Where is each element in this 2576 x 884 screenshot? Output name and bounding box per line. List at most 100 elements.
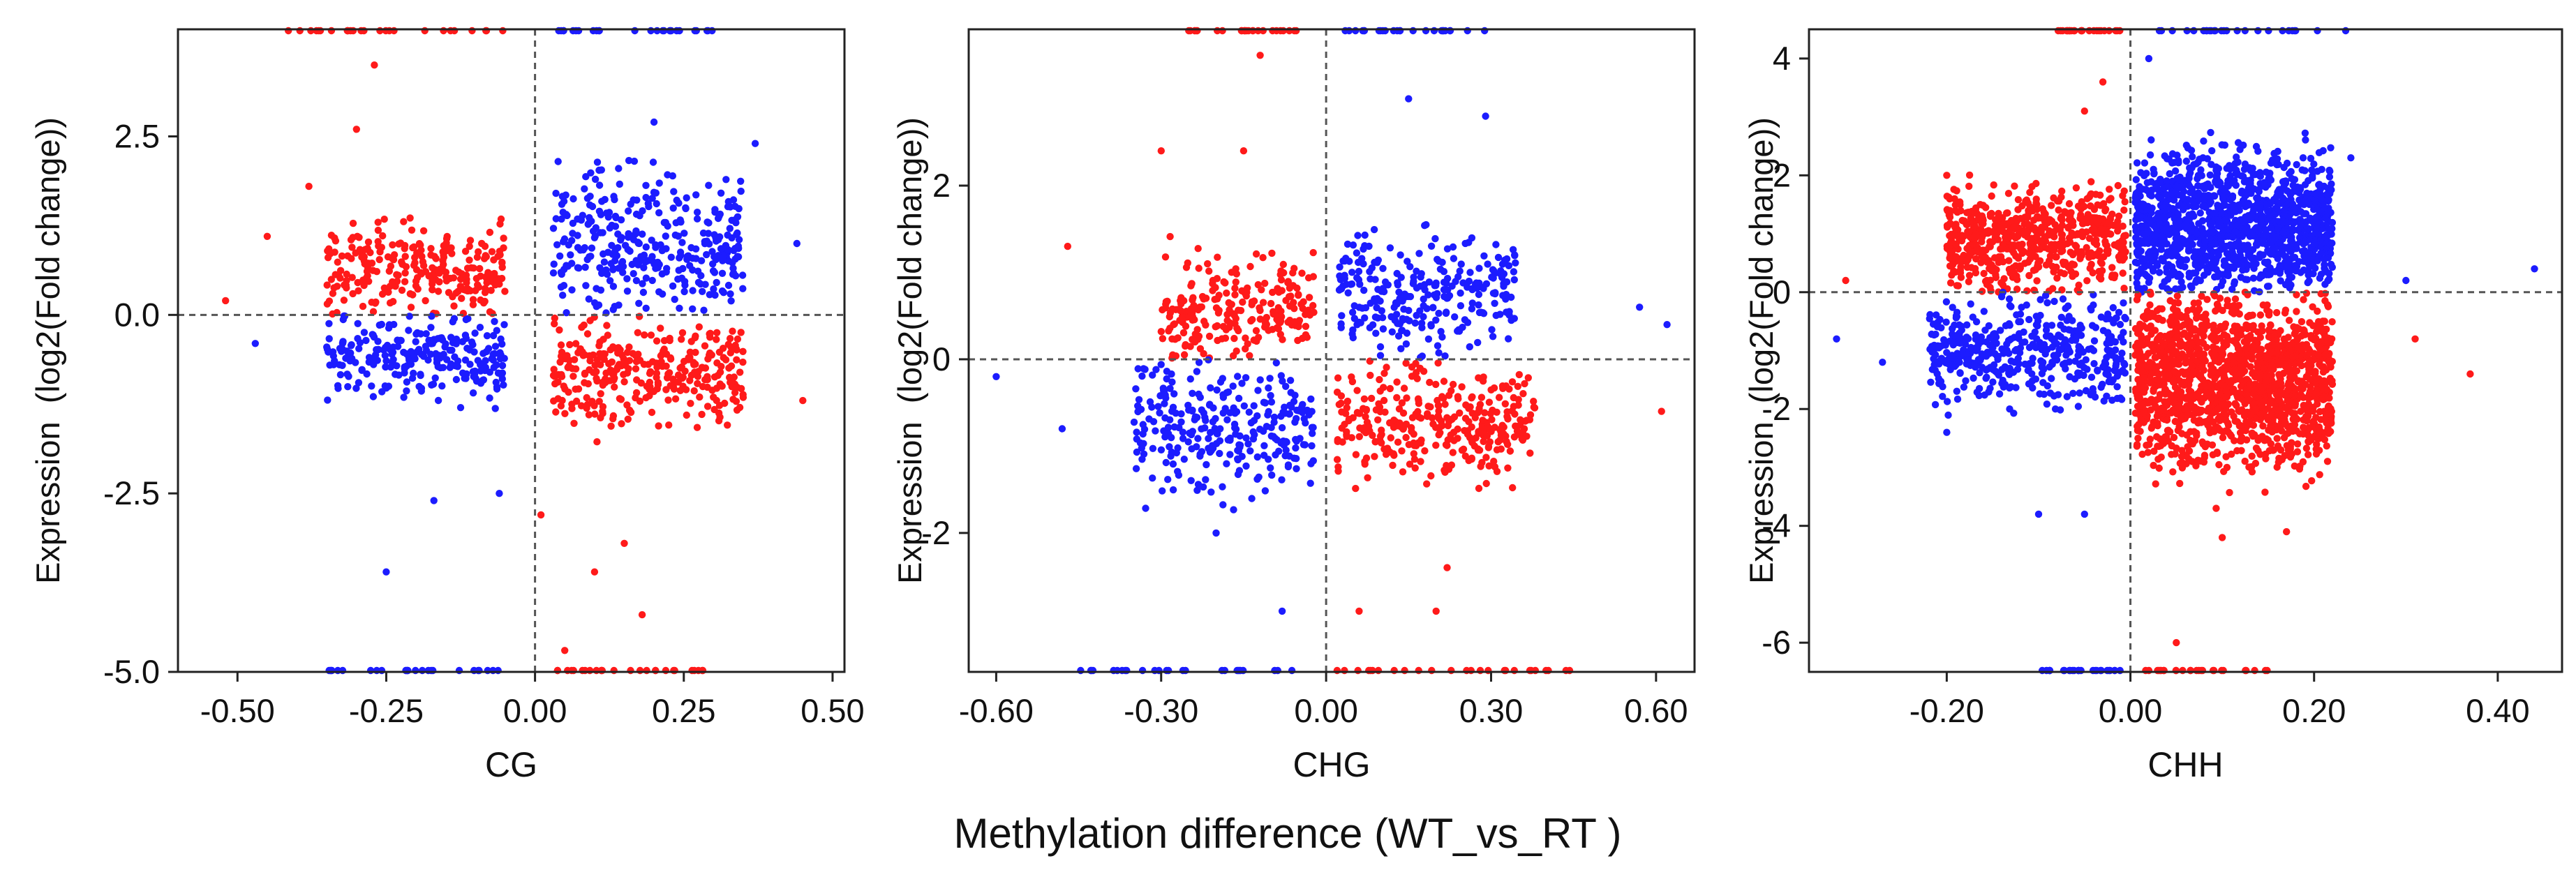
data-point — [1282, 382, 1290, 390]
clipped-point — [627, 666, 634, 675]
data-point — [559, 292, 567, 299]
data-point — [1343, 240, 1352, 248]
clipped-point — [421, 27, 429, 35]
data-point — [2132, 176, 2140, 183]
data-point — [693, 209, 701, 216]
data-point — [1967, 300, 1974, 308]
data-point — [1981, 278, 1990, 285]
data-point — [2146, 151, 2154, 159]
data-point — [640, 264, 648, 271]
data-point — [727, 349, 735, 357]
data-point — [2133, 195, 2141, 204]
data-point — [1308, 442, 1316, 450]
data-point — [475, 248, 482, 256]
data-point — [1248, 298, 1256, 306]
data-point — [1271, 435, 1279, 442]
data-point — [1261, 399, 1270, 407]
data-point — [1267, 398, 1276, 406]
data-point — [696, 393, 703, 401]
data-point — [1219, 322, 1228, 331]
data-point — [466, 237, 475, 244]
clipped-point — [1422, 27, 1430, 35]
data-point — [2219, 278, 2227, 285]
data-point — [650, 188, 658, 196]
data-point — [1978, 216, 1986, 224]
data-point — [2327, 260, 2335, 269]
data-point — [713, 278, 720, 287]
data-point — [711, 291, 719, 299]
data-point — [419, 227, 428, 234]
clipped-point — [1254, 27, 1262, 35]
data-point — [567, 251, 574, 259]
data-point — [368, 331, 376, 338]
clipped-point — [1446, 27, 1454, 35]
data-point — [561, 410, 569, 417]
data-point — [2060, 270, 2068, 278]
data-point — [593, 368, 600, 375]
data-point — [574, 264, 582, 271]
data-point — [2132, 227, 2140, 235]
data-point — [1437, 328, 1445, 336]
series-hypo-methylated-up-regulated — [1157, 232, 1318, 362]
data-point — [1480, 437, 1487, 445]
data-point — [2284, 219, 2291, 227]
data-point — [469, 389, 477, 397]
data-point — [1260, 451, 1268, 459]
data-point — [1352, 451, 1360, 458]
data-point — [1371, 297, 1380, 306]
data-point — [1427, 321, 1435, 329]
data-point — [642, 274, 650, 282]
data-point — [488, 354, 496, 363]
data-point — [1957, 207, 1965, 215]
data-point — [2270, 235, 2277, 244]
data-point — [572, 365, 580, 373]
data-point — [1944, 411, 1952, 419]
data-point — [1434, 342, 1442, 350]
data-point — [2221, 187, 2229, 195]
data-point — [630, 196, 637, 204]
data-point — [1157, 328, 1166, 336]
data-point — [1982, 246, 1990, 254]
data-point — [1360, 424, 1368, 432]
data-point — [1242, 334, 1249, 342]
outlier-point — [561, 647, 569, 654]
data-point — [2324, 254, 2332, 262]
data-point — [2194, 172, 2203, 179]
data-point — [709, 267, 717, 275]
data-point — [370, 361, 378, 368]
data-point — [1345, 415, 1353, 423]
data-point — [667, 253, 675, 261]
outlier-point — [590, 568, 599, 576]
outlier-point — [1239, 147, 1248, 155]
data-point — [713, 336, 720, 343]
data-point — [2173, 151, 2181, 159]
data-point — [1444, 294, 1452, 302]
data-point — [2250, 287, 2258, 294]
data-point — [456, 275, 465, 283]
data-point — [550, 366, 558, 373]
data-point — [2266, 213, 2274, 220]
data-point — [432, 350, 440, 358]
clipped-point — [334, 666, 342, 675]
data-point — [1267, 464, 1274, 472]
data-point — [1338, 312, 1346, 320]
clipped-point — [1481, 27, 1489, 35]
data-point — [431, 253, 438, 260]
data-point — [345, 373, 352, 380]
clipped-point — [692, 27, 700, 35]
data-point — [1168, 378, 1176, 386]
data-point — [374, 338, 382, 345]
data-point — [2029, 207, 2037, 215]
data-point — [2016, 344, 2025, 352]
data-point — [1990, 254, 1999, 262]
data-point — [1279, 336, 1286, 343]
data-point — [678, 274, 686, 282]
data-point — [726, 335, 734, 343]
data-point — [2006, 364, 2013, 373]
data-point — [1300, 441, 1308, 449]
data-point — [1189, 407, 1196, 415]
data-point — [380, 284, 388, 292]
data-point — [375, 345, 382, 354]
data-point — [671, 295, 678, 304]
data-point — [1156, 392, 1164, 400]
